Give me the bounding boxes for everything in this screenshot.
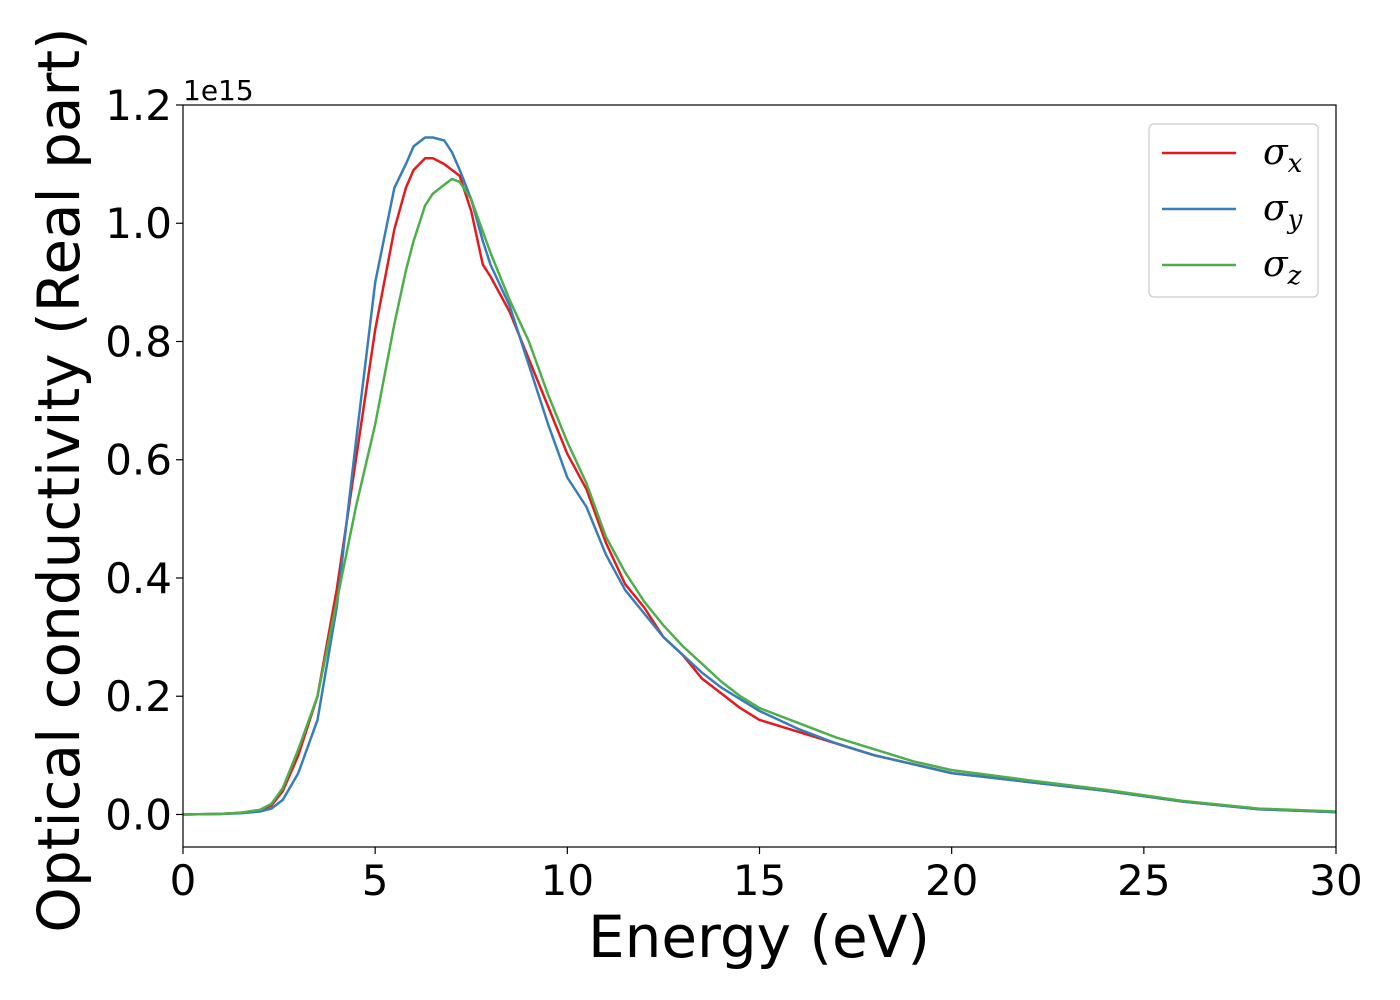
legend-box <box>1148 123 1319 298</box>
axes-layer: 0 5 10 15 20 25 30 0.0 0.2 0.4 0.6 0.8 1.0 1.2 <box>105 81 1363 905</box>
y-tick-label: 1.0 <box>105 199 172 248</box>
series-layer <box>183 136 1336 816</box>
y-tick-label: 0.8 <box>105 317 172 366</box>
y-tick-label: 0.0 <box>105 790 172 839</box>
x-tick-label: 20 <box>925 856 978 905</box>
y-tick-label: 0.6 <box>105 436 172 485</box>
series-line-y <box>183 136 1336 816</box>
plot-area <box>183 105 1336 847</box>
x-tick-label: 25 <box>1117 856 1170 905</box>
legend-label-subscript: y <box>1287 205 1303 235</box>
x-tick-label: 10 <box>541 856 594 905</box>
y-tick-label: 0.2 <box>105 672 172 721</box>
legend-label-subscript: z <box>1287 261 1302 291</box>
series-line-z <box>183 177 1336 816</box>
plot-background <box>183 105 1336 847</box>
x-tick-label: 30 <box>1309 856 1362 905</box>
y-tick-label: 0.4 <box>105 554 172 603</box>
x-axis-title: Energy (eV) <box>588 903 930 971</box>
x-tick-label: 15 <box>733 856 786 905</box>
y-tick-label: 1.2 <box>105 81 172 130</box>
legend-label-subscript: x <box>1288 149 1303 179</box>
x-tick-label: 0 <box>170 856 197 905</box>
y-offset-label: 1e15 <box>183 74 254 107</box>
y-axis-title: Optical conductivity (Real part) <box>25 27 93 932</box>
x-tick-label: 5 <box>362 856 389 905</box>
